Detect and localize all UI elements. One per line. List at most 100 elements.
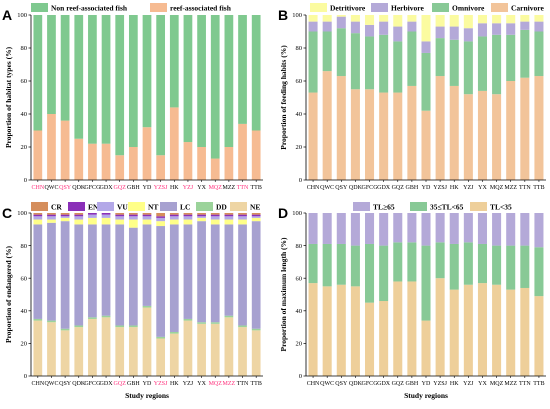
bar-segment bbox=[492, 284, 502, 376]
bar-segment bbox=[60, 120, 70, 180]
legend-item: NT bbox=[128, 202, 158, 212]
bar-segment bbox=[477, 36, 487, 91]
x-axis-label: Study regions bbox=[125, 391, 169, 400]
bar-segment bbox=[449, 213, 459, 244]
x-tick-label: TTB bbox=[533, 381, 544, 387]
bar-segment bbox=[492, 23, 502, 35]
bar-segment bbox=[224, 15, 234, 147]
bar-segment bbox=[336, 213, 346, 244]
bar-segment bbox=[407, 281, 417, 376]
bar-segment bbox=[210, 219, 220, 225]
x-tick-label: GDX bbox=[377, 381, 391, 387]
bar-segment bbox=[115, 216, 125, 220]
x-tick-label: GDX bbox=[377, 185, 391, 191]
bar-segment bbox=[101, 143, 111, 180]
bar-segment bbox=[407, 31, 417, 86]
bar-segment bbox=[169, 107, 179, 180]
x-tick-label: GBH bbox=[406, 185, 419, 191]
bar-segment bbox=[115, 213, 125, 215]
y-tick-label: 20 bbox=[296, 341, 303, 348]
bar-segment bbox=[463, 41, 473, 95]
bar-segment bbox=[88, 15, 97, 144]
x-tick-label: QDK bbox=[72, 381, 86, 387]
legend-item: LC bbox=[160, 202, 190, 212]
bar-segment bbox=[520, 29, 530, 78]
bar-segment bbox=[115, 219, 125, 225]
bar-segment bbox=[224, 147, 234, 180]
bar-segment bbox=[449, 15, 459, 27]
bar-segment bbox=[449, 85, 459, 180]
bar-segment bbox=[393, 213, 403, 243]
bar-segment bbox=[477, 213, 487, 244]
x-tick-label: QDK bbox=[349, 381, 363, 387]
bar-segment bbox=[224, 213, 234, 215]
bar-segment bbox=[322, 31, 332, 72]
bar-segment bbox=[463, 28, 473, 42]
bar-segment bbox=[183, 219, 193, 225]
y-tick-label: 100 bbox=[17, 210, 27, 217]
bar-segment bbox=[506, 34, 516, 81]
bar-segment bbox=[492, 94, 502, 180]
panel-b: B 0 20 40 60 80 100 CHN QWC QSY QDK GFCG GDX GQZ GBH YD… bbox=[278, 3, 546, 191]
bar-segment bbox=[449, 243, 459, 290]
x-tick-label: MZZ bbox=[504, 381, 517, 387]
bar-segment bbox=[74, 325, 84, 328]
panel-c: C 0 20 40 60 80 100 CHN QWC QSY QDK GFCG GDX GQZ GBH YD… bbox=[2, 202, 263, 400]
bar-segment bbox=[520, 213, 530, 246]
bar-segment bbox=[492, 213, 502, 246]
bar-segment bbox=[128, 325, 138, 328]
legend-swatch bbox=[150, 3, 167, 12]
x-tick-label: CHN bbox=[307, 185, 320, 191]
bar-segment bbox=[506, 23, 516, 35]
bar-segment bbox=[183, 15, 193, 143]
bar-segment bbox=[308, 15, 318, 22]
bar-segment bbox=[336, 76, 346, 180]
bar-segment bbox=[210, 224, 220, 323]
x-tick-label: CHN bbox=[307, 381, 320, 387]
bar-segment bbox=[197, 213, 206, 215]
bar-segment bbox=[379, 213, 389, 246]
x-tick-label: MZZ bbox=[223, 185, 236, 191]
bar-segment bbox=[88, 213, 97, 215]
y-tick-label: 0 bbox=[24, 373, 27, 380]
legend-label: 35≤TL<65 bbox=[430, 203, 464, 212]
legend-label: NT bbox=[148, 203, 158, 212]
bar-segment bbox=[308, 213, 318, 244]
bar-segment bbox=[534, 31, 544, 77]
legend-label: Detritivore bbox=[330, 4, 366, 13]
legend-swatch bbox=[230, 202, 247, 211]
x-tick-label: TTB bbox=[251, 185, 262, 191]
bar-segment bbox=[101, 317, 111, 376]
bar-segment bbox=[365, 243, 375, 303]
bar-segment bbox=[506, 81, 516, 180]
panel-letter: A bbox=[2, 7, 12, 23]
bar-segment bbox=[115, 224, 125, 326]
legend-label: NE bbox=[250, 203, 260, 212]
bar-segment bbox=[183, 216, 193, 220]
bar-segment bbox=[33, 216, 43, 220]
panel-d: D 0 20 40 60 80 100 CHN QWC QSY QDK GFCG GDX GQZ GBH YD… bbox=[278, 202, 546, 400]
bar-segment bbox=[156, 155, 166, 180]
legend-item: NE bbox=[230, 202, 260, 212]
bar-segment bbox=[506, 245, 516, 290]
bar-segment bbox=[421, 15, 431, 42]
x-tick-label: QSY bbox=[59, 185, 72, 191]
x-tick-label: HK bbox=[170, 381, 179, 387]
legend-swatch bbox=[160, 202, 177, 211]
bar-segment bbox=[33, 219, 43, 225]
bar-segment bbox=[407, 213, 417, 243]
bar-segment bbox=[224, 216, 234, 220]
bar-segment bbox=[350, 15, 360, 22]
bar-segment bbox=[169, 224, 179, 332]
legend-label: Omnivore bbox=[452, 4, 485, 13]
x-tick-label: HK bbox=[170, 185, 179, 191]
bar-segment bbox=[169, 214, 179, 217]
bar-segment bbox=[33, 15, 43, 131]
bar-segment bbox=[350, 89, 360, 180]
y-tick-label: 0 bbox=[299, 373, 302, 380]
x-tick-label: QWC bbox=[320, 381, 334, 387]
bar-segment bbox=[142, 15, 152, 128]
bar-segment bbox=[60, 213, 70, 215]
x-tick-label: YZSJ bbox=[433, 185, 447, 191]
x-tick-label: QSY bbox=[335, 381, 348, 387]
